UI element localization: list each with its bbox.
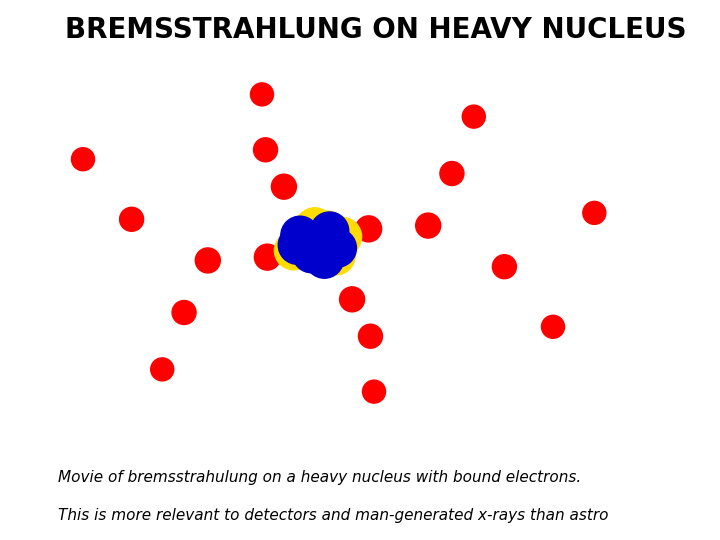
Circle shape: [251, 83, 274, 106]
Circle shape: [271, 174, 297, 199]
Circle shape: [340, 287, 364, 312]
Circle shape: [317, 237, 355, 275]
Circle shape: [356, 216, 382, 242]
Circle shape: [254, 244, 280, 270]
Circle shape: [274, 231, 313, 270]
Circle shape: [308, 211, 347, 249]
Circle shape: [253, 138, 277, 162]
Circle shape: [150, 358, 174, 381]
Circle shape: [296, 208, 334, 246]
Circle shape: [362, 380, 385, 403]
Circle shape: [359, 324, 382, 348]
Circle shape: [292, 234, 330, 273]
Circle shape: [492, 255, 516, 279]
Circle shape: [172, 300, 196, 325]
Circle shape: [278, 226, 317, 264]
Circle shape: [415, 213, 441, 238]
Circle shape: [318, 229, 356, 267]
Circle shape: [120, 207, 143, 231]
Circle shape: [541, 315, 564, 338]
Text: Movie of bremsstrahulung on a heavy nucleus with bound electrons.: Movie of bremsstrahulung on a heavy nucl…: [58, 470, 581, 485]
Circle shape: [582, 201, 606, 225]
Circle shape: [462, 105, 485, 128]
Circle shape: [71, 148, 94, 171]
Circle shape: [323, 218, 361, 256]
Circle shape: [440, 161, 464, 186]
Circle shape: [30, 261, 53, 285]
Circle shape: [281, 216, 319, 255]
Circle shape: [195, 248, 220, 273]
Circle shape: [300, 221, 338, 260]
Text: This is more relevant to detectors and man-generated x-rays than astro: This is more relevant to detectors and m…: [58, 508, 608, 523]
Circle shape: [305, 240, 343, 278]
Text: BREMSSTRAHLUNG ON HEAVY NUCLEUS: BREMSSTRAHLUNG ON HEAVY NUCLEUS: [65, 16, 686, 44]
Circle shape: [310, 212, 348, 251]
